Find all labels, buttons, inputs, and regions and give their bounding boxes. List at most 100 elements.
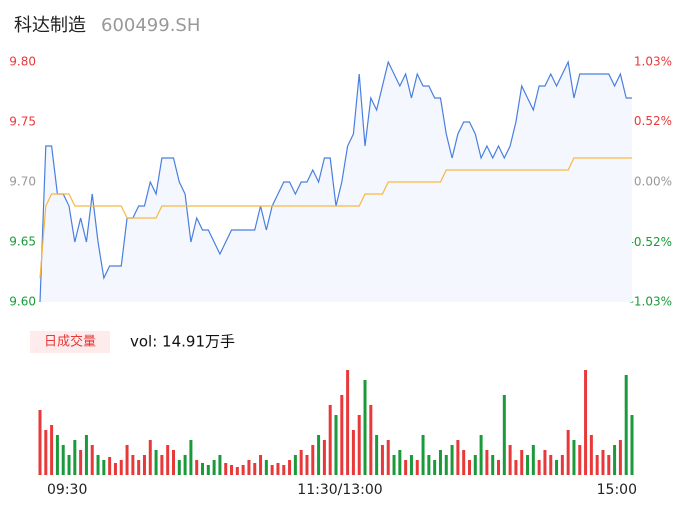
- volume-bar: [566, 430, 570, 475]
- volume-bar: [235, 467, 239, 475]
- volume-bar: [357, 415, 361, 475]
- volume-bar: [462, 450, 466, 475]
- volume-bar: [50, 425, 54, 475]
- y2-tick-label: 0.00%: [634, 175, 672, 189]
- price-area: [40, 62, 632, 302]
- volume-title-box: [30, 331, 110, 353]
- volume-bar: [497, 460, 501, 475]
- x-tick-label: 09:30: [47, 482, 87, 498]
- volume-bar: [137, 460, 141, 475]
- volume-bar: [55, 435, 59, 475]
- volume-bar: [154, 450, 158, 475]
- volume-bar: [270, 465, 274, 475]
- volume-bar: [38, 410, 42, 475]
- volume-bar: [171, 450, 175, 475]
- volume-bar: [485, 450, 489, 475]
- volume-bar: [340, 395, 344, 475]
- volume-bar: [317, 435, 321, 475]
- volume-bar: [166, 445, 170, 475]
- volume-bar: [589, 435, 593, 475]
- y2-tick-label: 1.03%: [634, 55, 672, 69]
- volume-bar: [630, 415, 634, 475]
- volume-bar: [351, 430, 355, 475]
- y2-tick-label: 0.52%: [634, 114, 672, 128]
- volume-bar: [578, 445, 582, 475]
- volume-bar: [438, 450, 442, 475]
- volume-bar: [119, 460, 123, 475]
- volume-bar: [189, 440, 193, 475]
- y-tick-label: 9.70: [9, 175, 36, 189]
- volume-bar: [618, 440, 622, 475]
- volume-bar: [584, 370, 588, 475]
- volume-bar: [276, 463, 280, 475]
- volume-bar: [160, 455, 164, 475]
- y-tick-label: 9.65: [9, 235, 36, 249]
- y-tick-label: 9.80: [9, 55, 36, 69]
- volume-bar: [212, 460, 216, 475]
- volume-bar: [404, 460, 408, 475]
- volume-bar: [79, 450, 83, 475]
- volume-bar: [206, 465, 210, 475]
- x-tick-label: 15:00: [597, 482, 637, 498]
- y-tick-label: 9.60: [9, 295, 36, 309]
- volume-bar: [113, 463, 117, 475]
- volume-bar: [479, 435, 483, 475]
- volume-bar: [84, 435, 88, 475]
- volume-bar: [392, 455, 396, 475]
- volume-bar: [444, 455, 448, 475]
- volume-bar: [380, 445, 384, 475]
- volume-bar: [61, 445, 65, 475]
- y2-tick-label: -1.03%: [630, 295, 672, 309]
- volume-bar: [363, 380, 367, 475]
- volume-bar: [90, 445, 94, 475]
- volume-bar: [73, 440, 77, 475]
- volume-bar: [433, 460, 437, 475]
- volume-bar: [142, 455, 146, 475]
- volume-bar: [218, 455, 222, 475]
- volume-bar: [288, 460, 292, 475]
- volume-bar: [293, 455, 297, 475]
- volume-label: vol: 14.91万手: [130, 333, 235, 351]
- volume-bar: [322, 440, 326, 475]
- stock-name: 科达制造: [14, 15, 86, 36]
- volume-bar: [398, 450, 402, 475]
- stock-code: 600499.SH: [101, 15, 200, 36]
- volume-bar: [456, 440, 460, 475]
- y-tick-label: 9.75: [9, 115, 36, 129]
- volume-bar: [102, 460, 106, 475]
- volume-bar: [613, 445, 617, 475]
- x-tick-label: 11:30/13:00: [297, 482, 382, 498]
- volume-bar: [491, 455, 495, 475]
- average-line: [39, 157, 632, 279]
- volume-bar: [195, 460, 199, 475]
- volume-bar: [125, 445, 129, 475]
- volume-bar: [572, 440, 576, 475]
- volume-bar: [183, 455, 187, 475]
- y2-tick-label: -0.52%: [630, 235, 672, 249]
- volume-bar: [247, 460, 251, 475]
- volume-bar: [624, 375, 628, 475]
- volume-bar: [299, 450, 303, 475]
- volume-bar: [386, 440, 390, 475]
- volume-title: 日成交量: [44, 334, 96, 350]
- volume-bar: [549, 455, 553, 475]
- volume-bar: [555, 460, 559, 475]
- volume-bar: [369, 405, 373, 475]
- volume-bar: [305, 455, 309, 475]
- volume-bar: [253, 463, 257, 475]
- volume-bar: [108, 457, 112, 475]
- volume-bar: [415, 460, 419, 475]
- volume-bar: [44, 430, 48, 475]
- volume-bar: [264, 460, 268, 475]
- volume-bar: [409, 455, 413, 475]
- volume-bar: [595, 455, 599, 475]
- volume-bar: [375, 435, 379, 475]
- volume-bar: [543, 450, 547, 475]
- volume-bar: [311, 445, 315, 475]
- volume-bar: [427, 455, 431, 475]
- volume-bar: [224, 463, 228, 475]
- volume-bar: [526, 455, 530, 475]
- volume-bar: [520, 450, 524, 475]
- volume-bar: [334, 415, 338, 475]
